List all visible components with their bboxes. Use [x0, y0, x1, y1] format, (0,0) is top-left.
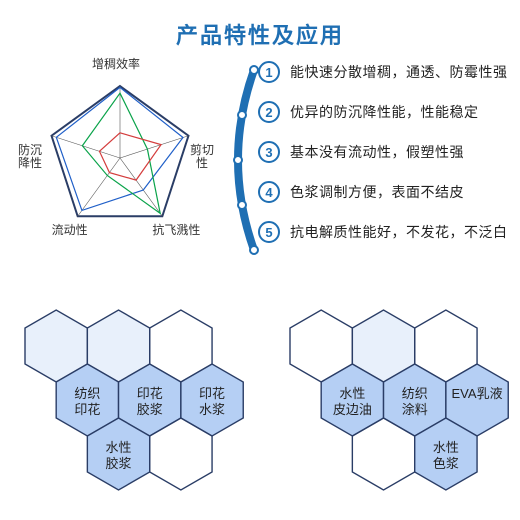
feature-text: 能快速分散增稠，通透、防霉性强	[290, 62, 508, 82]
feature-row: 2 优异的防沉降性能，性能稳定	[258, 92, 508, 132]
feature-row: 5 抗电解质性能好，不发花，不泛白	[258, 212, 508, 252]
radar-axis-label: 抗飞溅性	[152, 224, 200, 237]
feature-number: 2	[258, 101, 280, 123]
feature-row: 3 基本没有流动性，假塑性强	[258, 132, 508, 172]
hex-section: 纺织印花印花胶浆印花水浆水性胶浆 水性皮边油纺织涂料 EVA乳液水性色浆	[0, 280, 520, 520]
feature-number: 3	[258, 141, 280, 163]
feature-row: 1 能快速分散增稠，通透、防霉性强	[258, 52, 508, 92]
hex-label: 印花水浆	[185, 386, 239, 417]
feature-list: 1 能快速分散增稠，通透、防霉性强 2 优异的防沉降性能，性能稳定 3 基本没有…	[258, 52, 508, 252]
feature-text: 色浆调制方便，表面不结皮	[290, 182, 464, 202]
radar-axis-label: 增稠效率	[92, 58, 140, 71]
feature-text: 抗电解质性能好，不发花，不泛白	[290, 222, 508, 242]
feature-text: 优异的防沉降性能，性能稳定	[290, 102, 479, 122]
top-section: 增稠效率剪切性抗飞溅性 流动性 防沉降性 1 能快速分散增稠，通透、防霉性强 2 优…	[0, 50, 520, 260]
hex-label: 水性色浆	[419, 440, 473, 471]
feature-text: 基本没有流动性，假塑性强	[290, 142, 464, 162]
feature-number: 1	[258, 61, 280, 83]
hex-label: 纺织涂料	[388, 386, 442, 417]
hex-label: 印花胶浆	[123, 386, 177, 417]
feature-number: 4	[258, 181, 280, 203]
feature-number: 5	[258, 221, 280, 243]
hex-label: 水性皮边油	[325, 386, 379, 417]
hex-label: 水性胶浆	[92, 440, 146, 471]
feature-row: 4 色浆调制方便，表面不结皮	[258, 172, 508, 212]
hex-label: 纺织印花	[60, 386, 114, 417]
page-title: 产品特性及应用	[0, 0, 520, 50]
radar-chart: 增稠效率剪切性抗飞溅性 流动性 防沉降性	[0, 50, 220, 260]
radar-axis-label: 剪切性	[190, 144, 214, 170]
radar-axis-label: 防沉降性	[18, 144, 42, 170]
hex-label: EVA乳液	[450, 386, 504, 402]
radar-axis-label: 流动性	[52, 224, 88, 237]
